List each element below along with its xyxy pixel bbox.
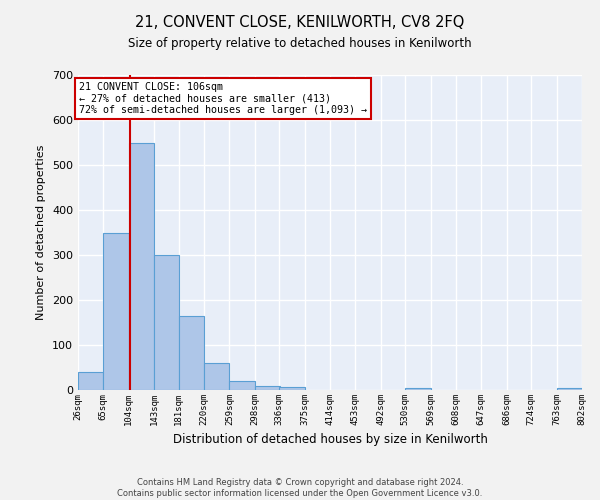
Bar (254, 386, 280, 390)
Bar (154, 255, 179, 390)
Bar (78, 372, 103, 390)
Y-axis label: Number of detached properties: Number of detached properties (37, 145, 46, 320)
Bar (128, 142, 154, 390)
Bar (179, 316, 204, 390)
Text: 21 CONVENT CLOSE: 106sqm
← 27% of detached houses are smaller (413)
72% of semi-: 21 CONVENT CLOSE: 106sqm ← 27% of detach… (79, 82, 367, 115)
Bar (229, 381, 254, 390)
Text: Contains HM Land Registry data © Crown copyright and database right 2024.
Contai: Contains HM Land Registry data © Crown c… (118, 478, 482, 498)
Bar (103, 232, 128, 390)
Text: 21, CONVENT CLOSE, KENILWORTH, CV8 2FQ: 21, CONVENT CLOSE, KENILWORTH, CV8 2FQ (136, 15, 464, 30)
Bar (557, 388, 582, 390)
Text: Size of property relative to detached houses in Kenilworth: Size of property relative to detached ho… (128, 38, 472, 51)
Bar (204, 363, 229, 390)
Bar (280, 388, 305, 390)
X-axis label: Distribution of detached houses by size in Kenilworth: Distribution of detached houses by size … (173, 434, 487, 446)
Bar (406, 388, 431, 390)
